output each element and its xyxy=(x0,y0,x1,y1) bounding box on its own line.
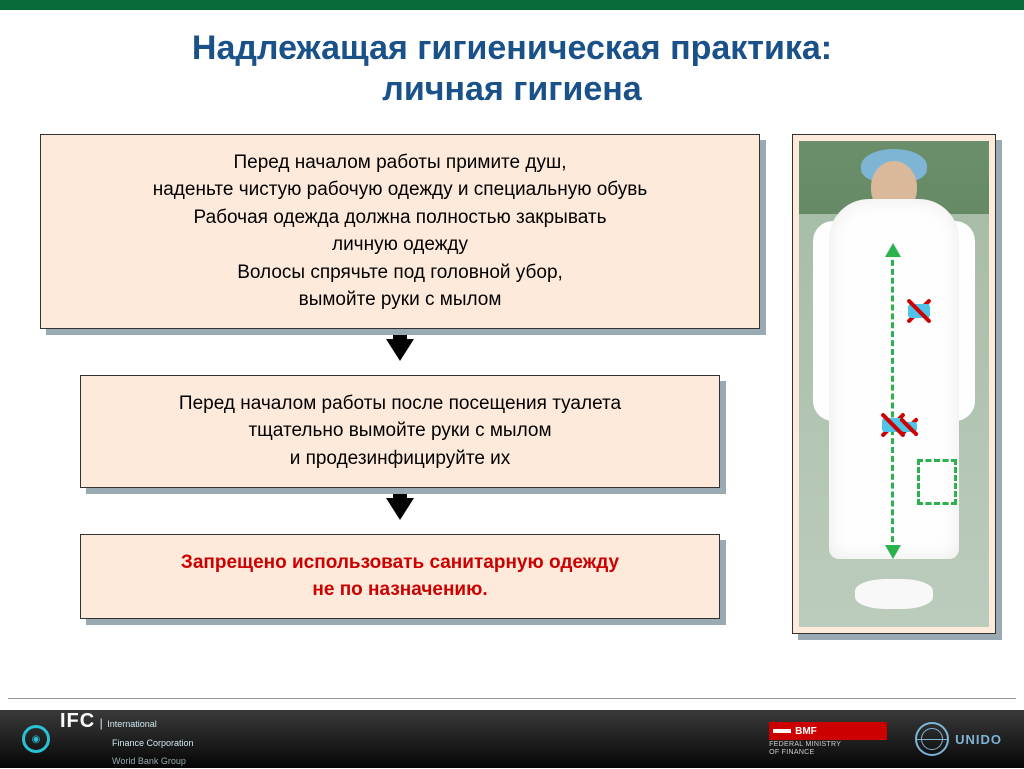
step2-l0: Перед началом работы после посещения туа… xyxy=(179,393,621,414)
bmf-abbrev: BMF xyxy=(795,726,817,737)
step1-l2: Рабочая одежда должна полностью закрыват… xyxy=(194,207,607,228)
flowchart: Перед началом работы примите душ, надень… xyxy=(28,134,772,619)
slide-body: Надлежащая гигиеническая практика: лична… xyxy=(0,10,1024,698)
work-shoes xyxy=(855,579,933,609)
content-row: Перед началом работы примите душ, надень… xyxy=(28,134,996,634)
step1-l1: наденьте чистую рабочую одежду и специал… xyxy=(153,179,648,200)
footer-bar: ◉ IFC | International Finance Corporatio… xyxy=(0,710,1024,768)
unido-text: UNIDO xyxy=(955,732,1002,747)
partner-logos: BMF FEDERAL MINISTRY OF FINANCE UNIDO xyxy=(769,710,1002,768)
top-band xyxy=(0,0,1024,10)
slide-footer: 14 В партнерстве с ◉ IFC | International… xyxy=(0,698,1024,768)
step1-l5: вымойте руки с мылом xyxy=(299,289,502,310)
step-1-box: Перед началом работы примите душ, надень… xyxy=(40,134,760,329)
step-3-wrapper: Запрещено использовать санитарную одежду… xyxy=(80,534,720,619)
slide-title: Надлежащая гигиеническая практика: лична… xyxy=(28,28,996,110)
worker-photo xyxy=(799,141,989,627)
step-2-box: Перед началом работы после посещения туа… xyxy=(80,375,720,488)
pocket-outline-annotation xyxy=(917,459,957,505)
arrow-down-icon xyxy=(386,339,414,361)
ifc-line1: International xyxy=(107,719,157,729)
ifc-line3: World Bank Group xyxy=(112,756,186,766)
x-mark-icon xyxy=(905,297,933,325)
length-arrow-line xyxy=(891,251,894,551)
unido-globe-icon xyxy=(915,722,949,756)
ifc-logo-block: ◉ IFC | International Finance Corporatio… xyxy=(22,710,194,769)
step1-l4: Волосы спрячьте под головной убор, xyxy=(237,262,563,283)
step1-l0: Перед началом работы примите душ, xyxy=(233,152,566,173)
ifc-logo-text: IFC xyxy=(60,710,95,732)
bmf-logo: BMF FEDERAL MINISTRY OF FINANCE xyxy=(769,722,887,756)
unido-logo: UNIDO xyxy=(915,722,1002,756)
step2-l2: и продезинфицируйте их xyxy=(290,448,511,469)
worker-photo-frame xyxy=(792,134,996,634)
title-line-1: Надлежащая гигиеническая практика: xyxy=(192,29,832,67)
bmf-line2: OF FINANCE xyxy=(769,749,887,756)
austria-flag-icon xyxy=(773,725,791,737)
step1-l3: личную одежду xyxy=(332,234,468,255)
step-3-box: Запрещено использовать санитарную одежду… xyxy=(80,534,720,619)
x-mark-icon xyxy=(899,417,919,437)
arrow-down-icon xyxy=(885,545,901,559)
step3-l0: Запрещено использовать санитарную одежду xyxy=(181,552,619,573)
bmf-line1: FEDERAL MINISTRY xyxy=(769,741,887,748)
step-1-wrapper: Перед началом работы примите душ, надень… xyxy=(40,134,760,329)
arrow-up-icon xyxy=(885,243,901,257)
step2-l1: тщательно вымойте руки с мылом xyxy=(248,420,551,441)
step3-l1: не по назначению. xyxy=(312,579,487,600)
title-line-2: личная гигиена xyxy=(382,70,641,108)
step-2-wrapper: Перед началом работы после посещения туа… xyxy=(80,375,720,488)
arrow-down-icon xyxy=(386,498,414,520)
ifc-globe-icon: ◉ xyxy=(22,725,50,753)
ifc-line2: Finance Corporation xyxy=(112,738,194,748)
